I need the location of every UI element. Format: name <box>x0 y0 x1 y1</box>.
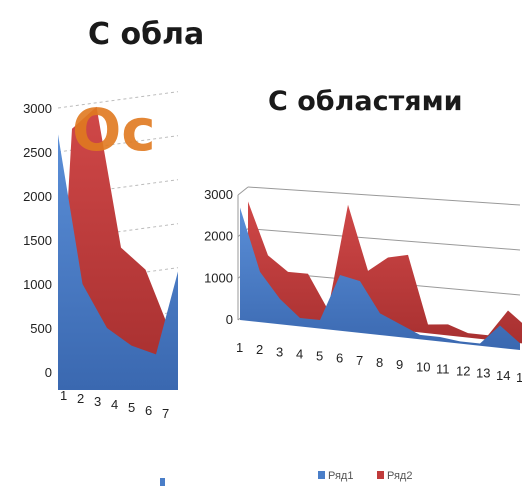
front-series-red-area <box>248 201 522 344</box>
front-x-tick-label: 5 <box>316 349 323 364</box>
front-x-tick-label: 6 <box>336 351 343 366</box>
legend-swatch-series1 <box>318 471 325 479</box>
back-y-tick-label: 1500 <box>23 233 52 248</box>
front-x-tick-label: 9 <box>396 357 403 372</box>
front-x-tick-label: 3 <box>276 344 283 359</box>
back-y-tick-label: 3000 <box>23 101 52 116</box>
back-chart-legend-swatch <box>160 478 165 486</box>
back-series-blue-area <box>58 134 205 390</box>
front-y-tick-label: 1000 <box>204 270 233 285</box>
back-x-tick-label: 6 <box>145 403 152 418</box>
front-y-tick-label: 2000 <box>204 229 233 244</box>
back-x-tick-label: 2 <box>77 391 84 406</box>
front-x-tick-label: 8 <box>376 355 383 370</box>
front-y-tick-label: 0 <box>226 312 233 327</box>
back-y-tick-label: 500 <box>30 321 52 336</box>
front-x-tick-label: 4 <box>296 346 303 361</box>
front-chart-title: С областями <box>268 86 463 117</box>
back-y-tick-label: 0 <box>45 365 52 380</box>
back-y-tick-label: 2000 <box>23 189 52 204</box>
back-y-tick-label: 2500 <box>23 145 52 160</box>
back-x-tick-label: 7 <box>162 406 169 421</box>
front-x-tick-label: 14 <box>496 368 510 383</box>
back-x-tick-label: 3 <box>94 394 101 409</box>
back-x-tick-label: 1 <box>60 388 67 403</box>
legend-swatch-series2 <box>377 471 384 479</box>
front-y-tick-label: 3000 <box>204 187 233 202</box>
front-grid-depth-line <box>237 186 249 196</box>
front-chart-series <box>240 201 522 350</box>
front-chart-y-ticks: 0 1000 2000 3000 <box>204 187 233 327</box>
back-y-tick-label: 1000 <box>23 277 52 292</box>
front-grid-line <box>247 228 521 251</box>
front-x-tick-label: 15 <box>516 370 522 385</box>
front-chart-legend: Ряд1 Ряд2 <box>318 470 412 482</box>
front-x-tick-label: 11 <box>436 361 450 376</box>
legend-label-series2: Ряд2 <box>387 470 412 482</box>
back-x-tick-label: 5 <box>128 400 135 415</box>
front-series-blue-area <box>240 207 520 350</box>
front-x-tick-label: 2 <box>256 342 263 357</box>
front-x-tick-label: 1 <box>236 340 243 355</box>
front-x-tick-label: 13 <box>476 366 490 381</box>
back-grid-line <box>57 87 206 109</box>
front-x-tick-label: 10 <box>416 359 430 374</box>
back-chart-y-ticks: 0 500 1000 1500 2000 2500 3000 <box>23 101 52 380</box>
front-x-tick-label: 12 <box>456 364 470 379</box>
front-x-tick-label: 7 <box>356 353 363 368</box>
front-grid-line <box>247 186 521 206</box>
legend-label-series1: Ряд1 <box>328 470 353 482</box>
front-chart-x-ticks: 123456789101112131415 <box>236 340 522 385</box>
back-x-tick-label: 4 <box>111 397 118 412</box>
back-chart-title: С обла <box>88 17 204 52</box>
watermark-text: Ос <box>72 96 156 164</box>
